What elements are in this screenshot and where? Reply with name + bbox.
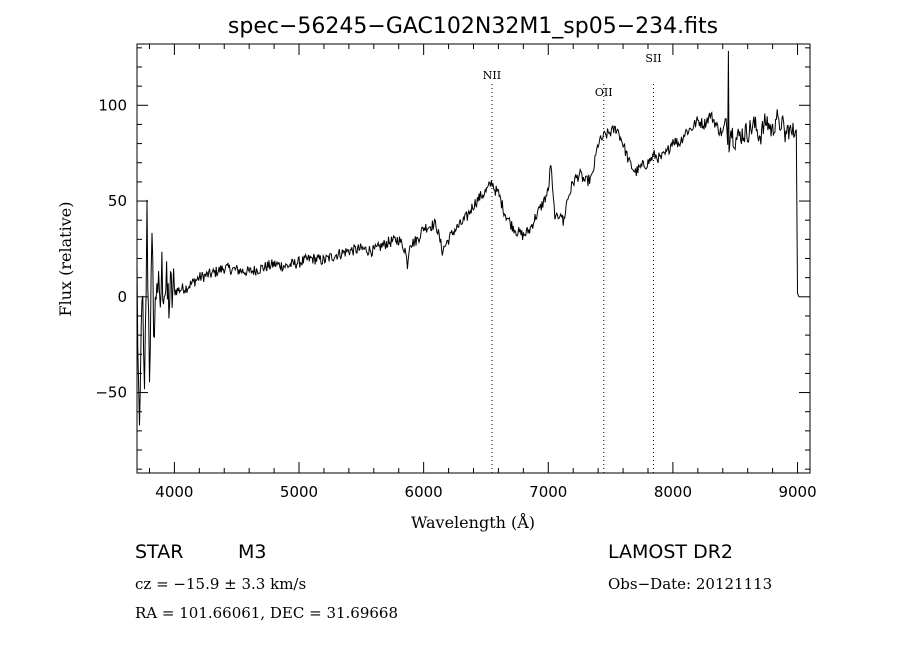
- redshift-text: cz = −15.9 ± 3.3 km/s: [135, 575, 307, 593]
- line-marker-label-sii: SII: [645, 52, 661, 65]
- x-tick-label: 8000: [654, 483, 692, 501]
- y-tick-label: −50: [95, 384, 127, 402]
- plot-frame: [136, 43, 811, 474]
- y-tick-label: 50: [108, 192, 127, 210]
- x-tick-label: 7000: [529, 483, 567, 501]
- line-marker-label-nii: NII: [483, 69, 501, 82]
- survey-name: LAMOST DR2: [608, 541, 733, 563]
- x-tick-label: 6000: [405, 483, 443, 501]
- spectral-line-markers: NII OII SII: [483, 52, 662, 473]
- x-axis-label: Wavelength (Å): [411, 512, 535, 532]
- y-tick-label: 100: [98, 96, 127, 114]
- x-tick-label: 9000: [778, 483, 816, 501]
- axis-ticks: [137, 44, 810, 473]
- object-subclass: M3: [238, 541, 267, 563]
- x-tick-label: 4000: [155, 483, 193, 501]
- coordinates-text: RA = 101.66061, DEC = 31.69668: [135, 604, 399, 622]
- chart-title: spec−56245−GAC102N32M1_sp05−234.fits: [228, 14, 718, 39]
- spectrum-series-line: [136, 50, 800, 426]
- obs-date-text: Obs−Date: 20121113: [608, 575, 773, 593]
- x-tick-label: 5000: [280, 483, 318, 501]
- y-axis-label: Flux (relative): [56, 202, 75, 317]
- y-tick-labels: −50 0 50 100: [95, 96, 127, 401]
- line-marker-label-oii: OII: [595, 86, 613, 99]
- y-tick-label: 0: [117, 288, 127, 306]
- x-tick-labels: 4000 5000 6000 7000 8000 9000: [155, 483, 816, 501]
- object-class: STAR: [135, 541, 184, 563]
